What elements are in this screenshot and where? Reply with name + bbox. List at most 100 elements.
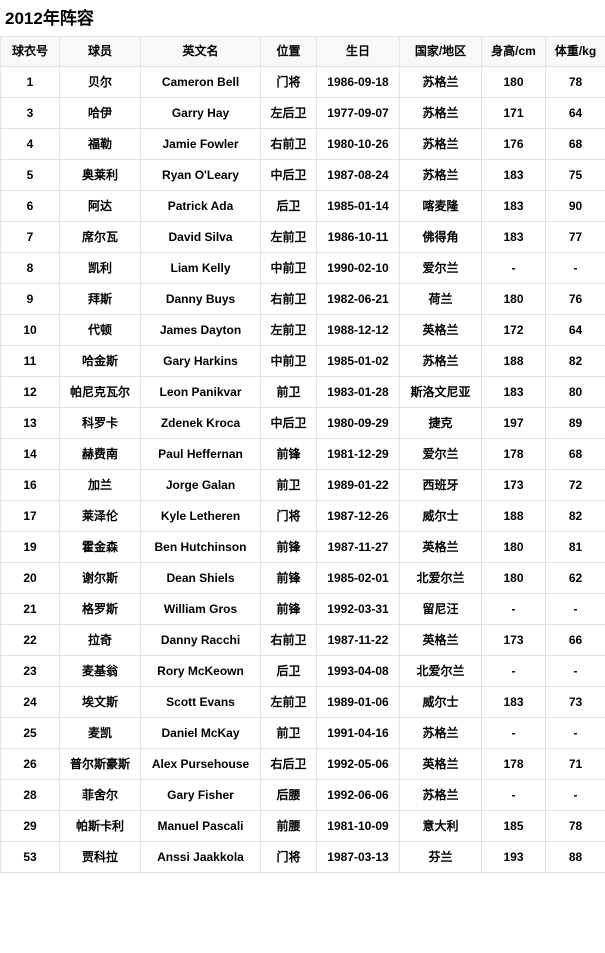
cell-dob: 1992-06-06 [316, 779, 400, 811]
cell-name: 格罗斯 [59, 593, 141, 625]
cell-height: 173 [481, 469, 546, 501]
cell-name: 谢尔斯 [59, 562, 141, 594]
cell-pos: 门将 [260, 500, 317, 532]
cell-weight: - [545, 593, 605, 625]
cell-enname: Kyle Letheren [140, 500, 261, 532]
cell-number: 24 [0, 686, 60, 718]
cell-weight: 77 [545, 221, 605, 253]
cell-name: 奥莱利 [59, 159, 141, 191]
cell-dob: 1987-12-26 [316, 500, 400, 532]
cell-country: 爱尔兰 [399, 252, 482, 284]
cell-dob: 1992-03-31 [316, 593, 400, 625]
table-row: 26 普尔斯豪斯 Alex Pursehouse 右后卫 1992-05-06 英格兰 17… [0, 748, 605, 780]
table-row: 20 谢尔斯 Dean Shiels 前锋 1985-02-01 北爱尔兰 180 62 [0, 562, 605, 594]
cell-pos: 后卫 [260, 655, 317, 687]
cell-name: 霍金森 [59, 531, 141, 563]
cell-weight: 88 [545, 841, 605, 873]
cell-number: 21 [0, 593, 60, 625]
cell-dob: 1987-03-13 [316, 841, 400, 873]
cell-number: 10 [0, 314, 60, 346]
cell-name: 菲舍尔 [59, 779, 141, 811]
cell-country: 威尔士 [399, 500, 482, 532]
cell-pos: 右前卫 [260, 283, 317, 315]
table-row: 4 福勒 Jamie Fowler 右前卫 1980-10-26 苏格兰 176 68 [0, 128, 605, 160]
cell-name: 麦基翁 [59, 655, 141, 687]
table-row: 16 加兰 Jorge Galan 前卫 1989-01-22 西班牙 173 72 [0, 469, 605, 501]
cell-enname: Alex Pursehouse [140, 748, 261, 780]
cell-pos: 左前卫 [260, 686, 317, 718]
page-title: 2012年阵容 [5, 9, 94, 28]
table-row: 12 帕尼克瓦尔 Leon Panikvar 前卫 1983-01-28 斯洛文尼亚 183… [0, 376, 605, 408]
cell-name: 阿达 [59, 190, 141, 222]
column-header-weight: 体重/kg [545, 36, 605, 67]
cell-pos: 前锋 [260, 531, 317, 563]
cell-dob: 1982-06-21 [316, 283, 400, 315]
cell-height: - [481, 252, 546, 284]
cell-pos: 右前卫 [260, 624, 317, 656]
cell-enname: Ben Hutchinson [140, 531, 261, 563]
cell-number: 13 [0, 407, 60, 439]
cell-dob: 1990-02-10 [316, 252, 400, 284]
cell-weight: 78 [545, 66, 605, 98]
cell-dob: 1985-01-14 [316, 190, 400, 222]
cell-name: 凯利 [59, 252, 141, 284]
cell-height: 180 [481, 283, 546, 315]
cell-weight: 71 [545, 748, 605, 780]
cell-country: 苏格兰 [399, 779, 482, 811]
cell-name: 普尔斯豪斯 [59, 748, 141, 780]
cell-number: 23 [0, 655, 60, 687]
cell-number: 28 [0, 779, 60, 811]
cell-country: 英格兰 [399, 624, 482, 656]
cell-pos: 前锋 [260, 562, 317, 594]
cell-number: 6 [0, 190, 60, 222]
cell-name: 埃文斯 [59, 686, 141, 718]
cell-number: 19 [0, 531, 60, 563]
cell-height: 180 [481, 66, 546, 98]
cell-number: 14 [0, 438, 60, 470]
table-row: 3 哈伊 Garry Hay 左后卫 1977-09-07 苏格兰 171 64 [0, 97, 605, 129]
cell-enname: Cameron Bell [140, 66, 261, 98]
cell-pos: 前腰 [260, 810, 317, 842]
cell-name: 莱泽伦 [59, 500, 141, 532]
cell-weight: 82 [545, 500, 605, 532]
cell-country: 苏格兰 [399, 128, 482, 160]
cell-name: 哈金斯 [59, 345, 141, 377]
cell-number: 25 [0, 717, 60, 749]
cell-enname: William Gros [140, 593, 261, 625]
cell-number: 9 [0, 283, 60, 315]
cell-country: 威尔士 [399, 686, 482, 718]
cell-country: 北爱尔兰 [399, 655, 482, 687]
cell-enname: Garry Hay [140, 97, 261, 129]
cell-pos: 右前卫 [260, 128, 317, 160]
table-header: 球衣号 球员 英文名 位置 生日 国家/地区 身高/cm 体重/kg [0, 36, 605, 67]
cell-height: 178 [481, 748, 546, 780]
cell-number: 5 [0, 159, 60, 191]
cell-name: 贝尔 [59, 66, 141, 98]
table-row: 17 莱泽伦 Kyle Letheren 门将 1987-12-26 威尔士 188 82 [0, 500, 605, 532]
cell-country: 爱尔兰 [399, 438, 482, 470]
cell-enname: Paul Heffernan [140, 438, 261, 470]
cell-enname: Danny Buys [140, 283, 261, 315]
cell-country: 苏格兰 [399, 97, 482, 129]
cell-name: 科罗卡 [59, 407, 141, 439]
cell-enname: Manuel Pascali [140, 810, 261, 842]
cell-dob: 1988-12-12 [316, 314, 400, 346]
table-row: 29 帕斯卡利 Manuel Pascali 前腰 1981-10-09 意大利 185 78 [0, 810, 605, 842]
cell-pos: 后腰 [260, 779, 317, 811]
cell-height: 183 [481, 376, 546, 408]
cell-weight: 66 [545, 624, 605, 656]
cell-pos: 左后卫 [260, 97, 317, 129]
cell-enname: Jorge Galan [140, 469, 261, 501]
cell-enname: Leon Panikvar [140, 376, 261, 408]
table-row: 5 奥莱利 Ryan O'Leary 中后卫 1987-08-24 苏格兰 183 75 [0, 159, 605, 191]
cell-weight: 64 [545, 314, 605, 346]
table-row: 6 阿达 Patrick Ada 后卫 1985-01-14 喀麦隆 183 90 [0, 190, 605, 222]
cell-pos: 后卫 [260, 190, 317, 222]
cell-number: 26 [0, 748, 60, 780]
cell-height: 188 [481, 345, 546, 377]
cell-height: 173 [481, 624, 546, 656]
cell-enname: Dean Shiels [140, 562, 261, 594]
cell-pos: 右后卫 [260, 748, 317, 780]
cell-weight: 73 [545, 686, 605, 718]
table-row: 9 拜斯 Danny Buys 右前卫 1982-06-21 荷兰 180 76 [0, 283, 605, 315]
